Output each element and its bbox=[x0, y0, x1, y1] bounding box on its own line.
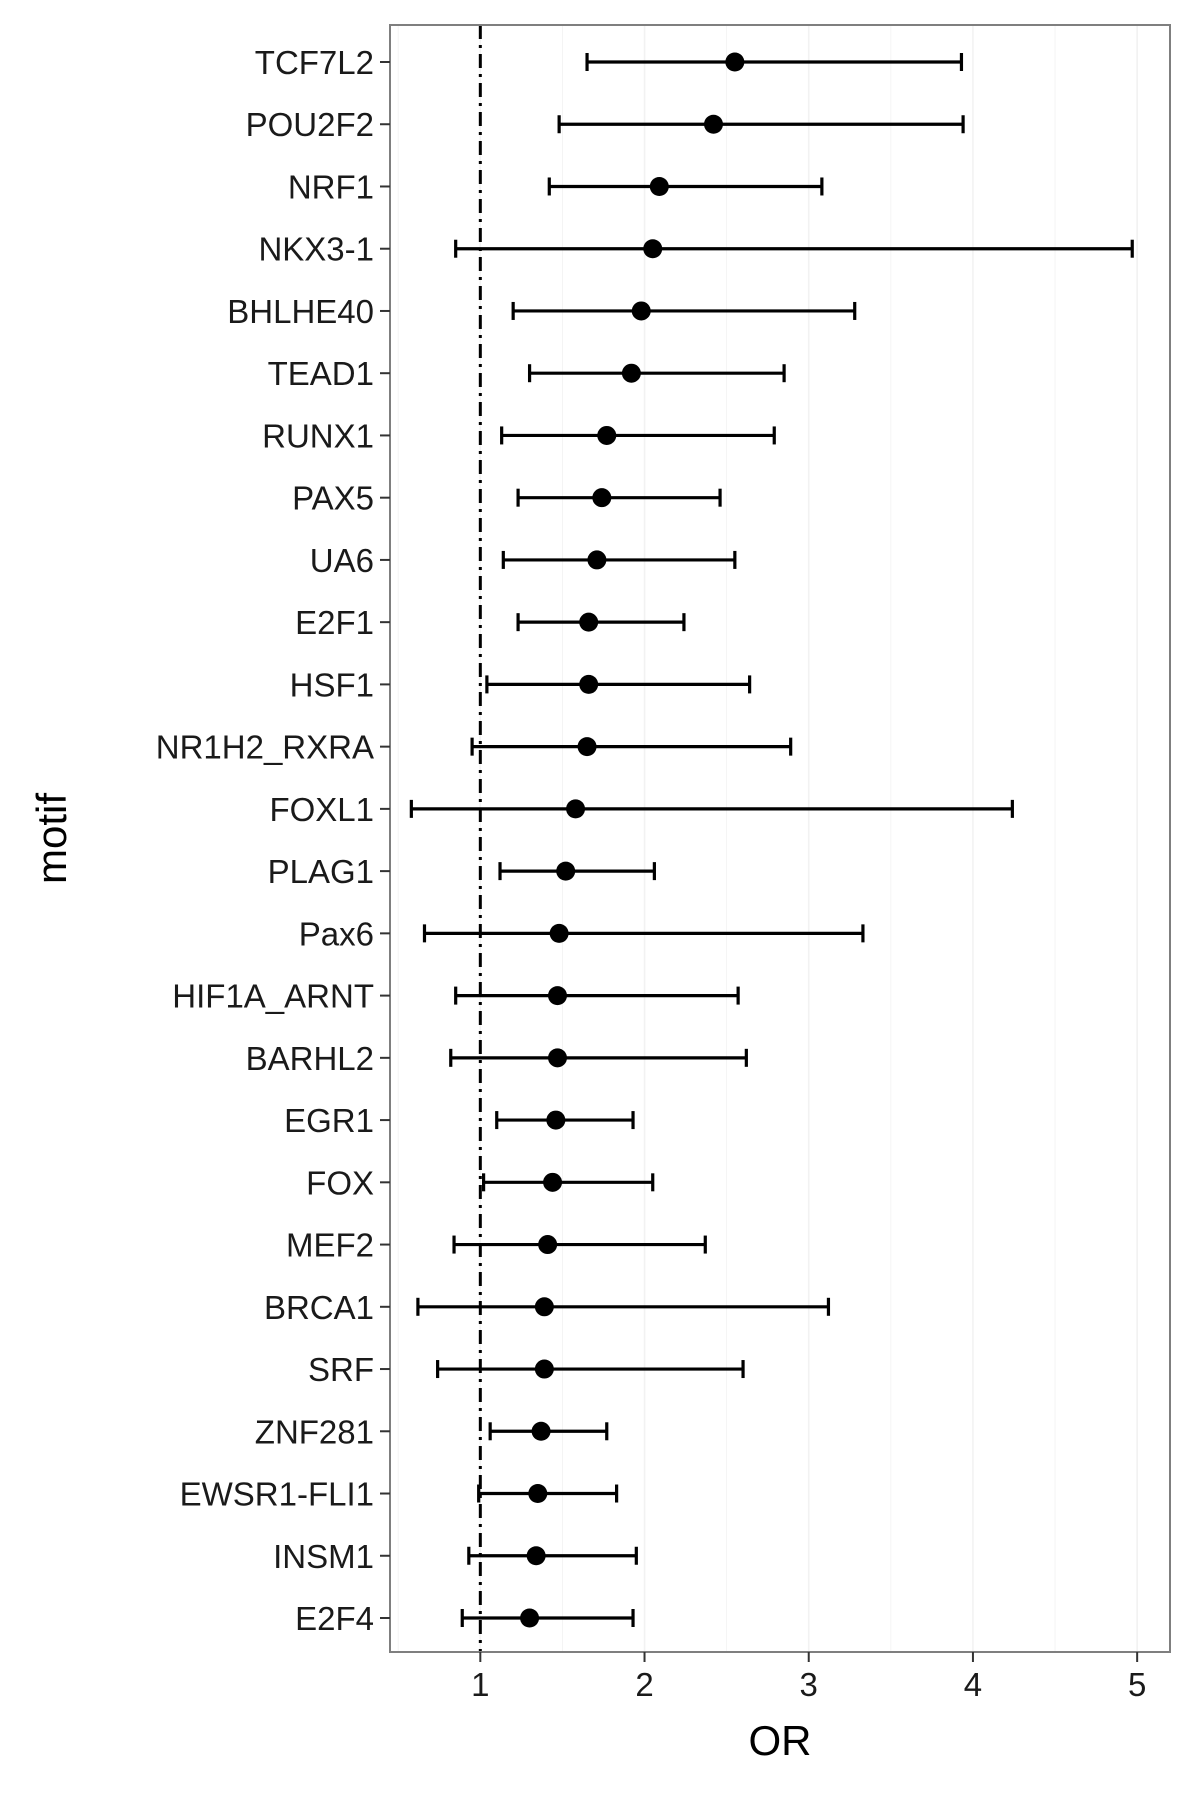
y-tick-label: UA6 bbox=[310, 542, 374, 579]
point-EGR1 bbox=[546, 1110, 566, 1130]
x-tick-label: 1 bbox=[471, 1666, 489, 1703]
point-UA6 bbox=[587, 550, 607, 570]
y-tick-label: EGR1 bbox=[284, 1102, 374, 1139]
y-tick-label: BHLHE40 bbox=[227, 293, 374, 330]
point-TCF7L2 bbox=[725, 52, 745, 72]
point-MEF2 bbox=[538, 1235, 558, 1255]
y-tick-label: FOXL1 bbox=[269, 791, 374, 828]
point-BRCA1 bbox=[534, 1297, 554, 1317]
y-tick-label: BARHL2 bbox=[246, 1040, 374, 1077]
x-tick-label: 3 bbox=[800, 1666, 818, 1703]
point-E2F4 bbox=[520, 1608, 540, 1628]
point-POU2F2 bbox=[703, 114, 723, 134]
y-axis: TCF7L2 POU2F2 NRF1 NKX3-1 BHLHE40 TEAD1 RUNX1 P… bbox=[156, 44, 390, 1637]
y-tick-label: Pax6 bbox=[299, 915, 374, 952]
point-RUNX1 bbox=[597, 425, 617, 445]
point-FOXL1 bbox=[566, 799, 586, 819]
y-tick-label: TEAD1 bbox=[268, 355, 374, 392]
y-tick-label: NR1H2_RXRA bbox=[156, 729, 374, 766]
y-tick-label: BRCA1 bbox=[264, 1289, 374, 1326]
y-tick-label: MEF2 bbox=[286, 1227, 374, 1264]
point-group bbox=[520, 52, 745, 1628]
y-tick-label: FOX bbox=[306, 1164, 374, 1201]
point-BHLHE40 bbox=[631, 301, 651, 321]
y-tick-label: INSM1 bbox=[273, 1538, 374, 1575]
y-tick-label: SRF bbox=[308, 1351, 374, 1388]
plot-frame bbox=[389, 24, 1171, 1653]
point-NRF1 bbox=[649, 176, 669, 196]
point-BARHL2 bbox=[547, 1048, 567, 1068]
errorbar-group bbox=[409, 53, 1134, 1627]
x-axis-title: OR bbox=[749, 1717, 812, 1764]
point-HSF1 bbox=[579, 674, 599, 694]
point-SRF bbox=[534, 1359, 554, 1379]
x-tick-label: 2 bbox=[635, 1666, 653, 1703]
plot-panel bbox=[390, 25, 1170, 1652]
y-tick-label: ZNF281 bbox=[255, 1413, 374, 1450]
y-tick-label: NKX3-1 bbox=[258, 231, 374, 268]
point-ZNF281 bbox=[531, 1421, 551, 1441]
y-tick-label: NRF1 bbox=[288, 168, 374, 205]
point-PLAG1 bbox=[556, 861, 576, 881]
point-INSM1 bbox=[526, 1546, 546, 1566]
point-HIF1A_ARNT bbox=[547, 986, 567, 1006]
point-NR1H2_RXRA bbox=[577, 737, 597, 757]
y-tick-label: HSF1 bbox=[290, 666, 374, 703]
x-axis: 1 2 3 4 5 bbox=[471, 1652, 1146, 1703]
point-EWSR1-FLI1 bbox=[528, 1484, 548, 1504]
point-NKX3-1 bbox=[643, 239, 663, 259]
y-tick-label: TCF7L2 bbox=[255, 44, 374, 81]
y-tick-label: E2F4 bbox=[295, 1600, 374, 1637]
y-axis-title: motif bbox=[28, 793, 75, 884]
point-FOX bbox=[543, 1172, 563, 1192]
point-E2F1 bbox=[579, 612, 599, 632]
x-tick-label: 4 bbox=[964, 1666, 982, 1703]
x-tick-label: 5 bbox=[1128, 1666, 1146, 1703]
y-tick-label: RUNX1 bbox=[262, 417, 374, 454]
point-TEAD1 bbox=[621, 363, 641, 383]
y-tick-label: PAX5 bbox=[292, 480, 374, 517]
y-tick-label: E2F1 bbox=[295, 604, 374, 641]
y-tick-label: PLAG1 bbox=[268, 853, 374, 890]
y-tick-label: EWSR1-FLI1 bbox=[180, 1476, 374, 1513]
point-PAX5 bbox=[592, 488, 612, 508]
y-tick-label: POU2F2 bbox=[246, 106, 374, 143]
point-Pax6 bbox=[549, 923, 569, 943]
y-tick-label: HIF1A_ARNT bbox=[172, 978, 374, 1015]
